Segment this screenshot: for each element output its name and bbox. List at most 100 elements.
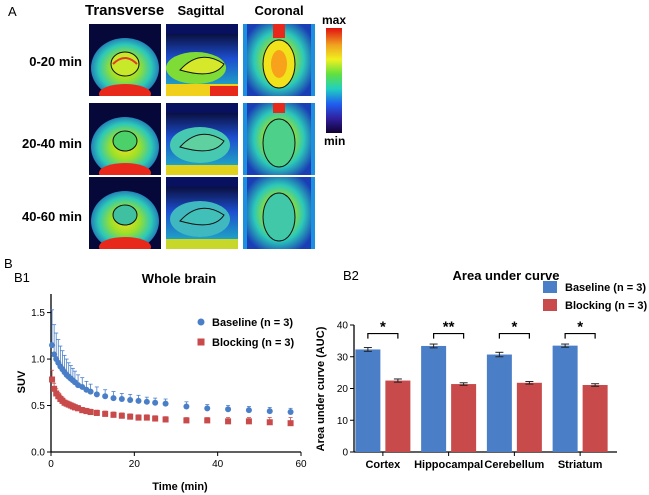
b2-y-tick-label: 20 bbox=[337, 384, 349, 395]
b1-point-baseline bbox=[118, 396, 125, 403]
b2-significance-stars: ** bbox=[443, 319, 455, 336]
panel-b2-label: B2 bbox=[343, 268, 359, 283]
b1-point-blocking bbox=[183, 417, 190, 424]
b1-point-blocking bbox=[51, 385, 58, 392]
pet-scan-transverse-40-60 bbox=[89, 177, 161, 249]
time-row-label-40-60: 40-60 min bbox=[22, 209, 82, 224]
b2-marks: * ** * * bbox=[355, 319, 608, 452]
view-title-coronal: Coronal bbox=[254, 3, 304, 18]
b2-y-tick-label: 40 bbox=[337, 321, 349, 332]
pet-scan-sagittal-40-60 bbox=[166, 177, 238, 249]
b1-point-baseline bbox=[162, 400, 169, 407]
b1-y-tick-label: 0.0 bbox=[31, 448, 45, 459]
b2-ylabel: Area under curve (AUC) bbox=[315, 326, 327, 451]
b1-point-baseline bbox=[51, 351, 58, 358]
b1-legend-label: Blocking (n = 3) bbox=[212, 337, 295, 349]
b2-bar-blocking bbox=[385, 380, 411, 452]
b1-point-baseline bbox=[245, 407, 252, 414]
b1-point-baseline bbox=[102, 393, 109, 400]
b1-point-baseline bbox=[110, 395, 117, 402]
colorbar-max-label: max bbox=[322, 13, 347, 27]
b2-significance-stars: * bbox=[380, 319, 386, 336]
b1-point-blocking bbox=[118, 412, 125, 419]
b1-ylabel: SUV bbox=[16, 370, 28, 393]
b1-point-blocking bbox=[225, 418, 232, 425]
b2-axes: 0 10 20 30 40 Cortex Hippocampal Cerebellum Stri… bbox=[337, 321, 617, 471]
b2-significance-stars: * bbox=[577, 319, 583, 336]
b2-bar-baseline bbox=[355, 349, 381, 452]
pet-scan-sagittal-0-20 bbox=[166, 24, 238, 96]
view-title-sagittal: Sagittal bbox=[177, 3, 225, 18]
b1-point-blocking bbox=[75, 405, 82, 412]
b2-y-tick-label: 0 bbox=[342, 448, 348, 459]
b2-title: Area under curve bbox=[453, 268, 560, 283]
time-row-label-20-40: 20-40 min bbox=[22, 136, 82, 151]
b1-point-blocking bbox=[204, 417, 211, 424]
b1-point-baseline bbox=[183, 403, 190, 410]
b1-y-tick-label: 1.5 bbox=[31, 308, 45, 319]
b1-point-blocking bbox=[245, 418, 252, 425]
b1-axes: 0 20 40 60 0.0 0.5 1.0 1.5 bbox=[31, 294, 307, 470]
b1-point-blocking bbox=[71, 404, 78, 411]
b1-point-baseline bbox=[204, 405, 211, 412]
colorbar-min-label: min bbox=[324, 134, 346, 148]
b1-point-baseline bbox=[93, 391, 100, 398]
b1-point-baseline bbox=[143, 398, 150, 405]
b1-point-baseline bbox=[266, 408, 273, 415]
time-row-label-0-20: 0-20 min bbox=[29, 54, 82, 69]
b1-point-baseline bbox=[287, 409, 294, 416]
pet-scan-coronal-40-60 bbox=[243, 177, 315, 249]
b1-point-baseline bbox=[127, 396, 134, 403]
b2-significance-bracket bbox=[433, 332, 465, 339]
b1-point-blocking bbox=[135, 414, 142, 421]
b2-y-tick-label: 30 bbox=[337, 352, 349, 363]
b2-bar-blocking bbox=[582, 385, 608, 452]
b2-significance-bracket bbox=[498, 332, 530, 339]
b2-y-tick-label: 10 bbox=[337, 416, 349, 427]
b1-legend-marker-baseline bbox=[197, 318, 205, 326]
b2-bar-baseline bbox=[486, 354, 512, 452]
b2-legend-label: Blocking (n = 3) bbox=[565, 300, 648, 312]
panel-a-letter: A bbox=[8, 4, 17, 19]
b2-category-label: Cortex bbox=[365, 459, 401, 471]
b1-legend: Baseline (n = 3) Blocking (n = 3) bbox=[197, 317, 295, 349]
b1-point-blocking bbox=[93, 409, 100, 416]
b1-legend-marker-blocking bbox=[197, 338, 205, 346]
b2-significance-stars: * bbox=[511, 319, 517, 336]
b2-category-label: Striatum bbox=[558, 459, 603, 471]
b1-point-baseline bbox=[87, 388, 94, 395]
b2-significance-bracket bbox=[367, 332, 399, 339]
b1-x-tick-label: 60 bbox=[295, 459, 307, 470]
b2-legend-label: Baseline (n = 3) bbox=[565, 282, 646, 294]
b2-legend-swatch-baseline bbox=[543, 281, 557, 293]
b1-point-baseline bbox=[49, 342, 56, 349]
b1-point-baseline bbox=[152, 399, 159, 406]
b1-point-blocking bbox=[143, 414, 150, 421]
b1-point-blocking bbox=[162, 416, 169, 423]
b1-point-blocking bbox=[152, 415, 159, 422]
colorbar bbox=[326, 28, 342, 133]
b1-point-blocking bbox=[49, 376, 56, 383]
pet-scan-coronal-20-40 bbox=[243, 103, 315, 175]
b1-point-blocking bbox=[83, 408, 90, 415]
b1-marks bbox=[49, 309, 294, 427]
b2-bar-blocking bbox=[516, 382, 542, 452]
b1-point-blocking bbox=[87, 409, 94, 416]
pet-scan-transverse-20-40 bbox=[89, 103, 161, 175]
b1-point-blocking bbox=[266, 419, 273, 426]
panel-b1-label: B1 bbox=[14, 270, 30, 285]
b2-legend-swatch-blocking bbox=[543, 299, 557, 311]
b1-point-blocking bbox=[79, 407, 86, 414]
b2-legend: Baseline (n = 3) Blocking (n = 3) bbox=[543, 281, 648, 312]
b1-xlabel: Time (min) bbox=[152, 481, 208, 493]
pet-scan-sagittal-20-40 bbox=[166, 103, 238, 175]
b1-x-tick-label: 20 bbox=[129, 459, 141, 470]
b2-bar-baseline bbox=[421, 345, 447, 452]
pet-scan-coronal-0-20 bbox=[243, 24, 315, 96]
b1-x-tick-label: 40 bbox=[212, 459, 224, 470]
b2-significance-bracket bbox=[564, 332, 596, 339]
b1-point-blocking bbox=[110, 411, 117, 418]
b1-x-tick-label: 0 bbox=[48, 459, 54, 470]
panel-b-letter: B bbox=[4, 256, 13, 271]
